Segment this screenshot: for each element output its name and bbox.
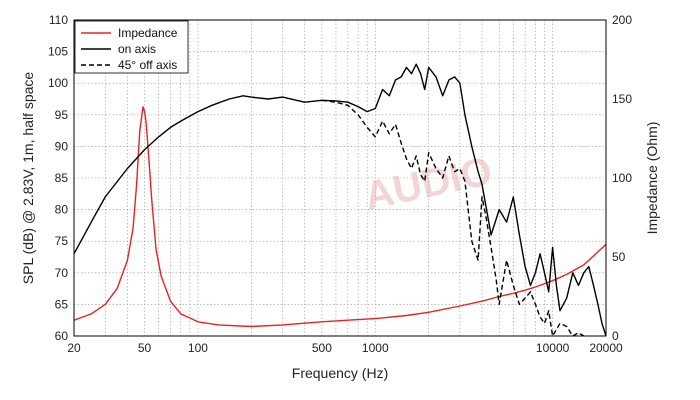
y-left-tick-label: 100 <box>48 76 68 90</box>
y-left-tick-label: 75 <box>55 234 69 248</box>
x-axis-title: Frequency (Hz) <box>292 365 388 381</box>
y-left-tick-label: 105 <box>48 45 68 59</box>
y-right-tick-label: 100 <box>612 171 632 185</box>
y-left-tick-label: 95 <box>55 108 69 122</box>
x-tick-label: 50 <box>138 341 152 355</box>
x-tick-label: 500 <box>312 341 332 355</box>
x-tick-label: 20 <box>67 341 81 355</box>
tick-labels: 20 50 100 500 1000 10000 200006065707580859095… <box>48 13 632 355</box>
y-axis-right-title: Impedance (Ohm) <box>644 122 660 235</box>
y-left-tick-label: 70 <box>55 266 69 280</box>
series-layer <box>74 63 606 336</box>
y-left-tick-label: 110 <box>49 13 68 27</box>
legend-label: 45° off axis <box>118 58 177 72</box>
y-right-tick-label: 200 <box>612 13 632 27</box>
legend: Impedance on axis 45° off axis <box>74 20 189 74</box>
y-left-tick-label: 80 <box>55 203 69 217</box>
plot-frame <box>73 19 607 337</box>
y-left-tick-label: 90 <box>55 139 69 153</box>
y-left-tick-label: 60 <box>55 329 69 343</box>
y-axis-left-title: SPL (dB) @ 2.83V, 1m, half space <box>20 72 36 285</box>
legend-label: on axis <box>118 42 156 56</box>
series-line-on-axis <box>74 63 606 336</box>
series-line-45-off-axis <box>321 99 585 336</box>
y-left-tick-label: 65 <box>55 297 69 311</box>
legend-label: Impedance <box>118 26 178 40</box>
y-right-tick-label: 150 <box>612 92 632 106</box>
series-line-impedance <box>74 106 606 328</box>
y-right-tick-label: 0 <box>612 329 619 343</box>
y-left-tick-label: 85 <box>55 171 69 185</box>
x-tick-label: 100 <box>188 341 208 355</box>
x-tick-label: 1000 <box>362 341 389 355</box>
y-right-tick-label: 50 <box>612 250 626 264</box>
x-tick-label: 10000 <box>536 341 570 355</box>
x-tick-label: 20000 <box>589 341 623 355</box>
